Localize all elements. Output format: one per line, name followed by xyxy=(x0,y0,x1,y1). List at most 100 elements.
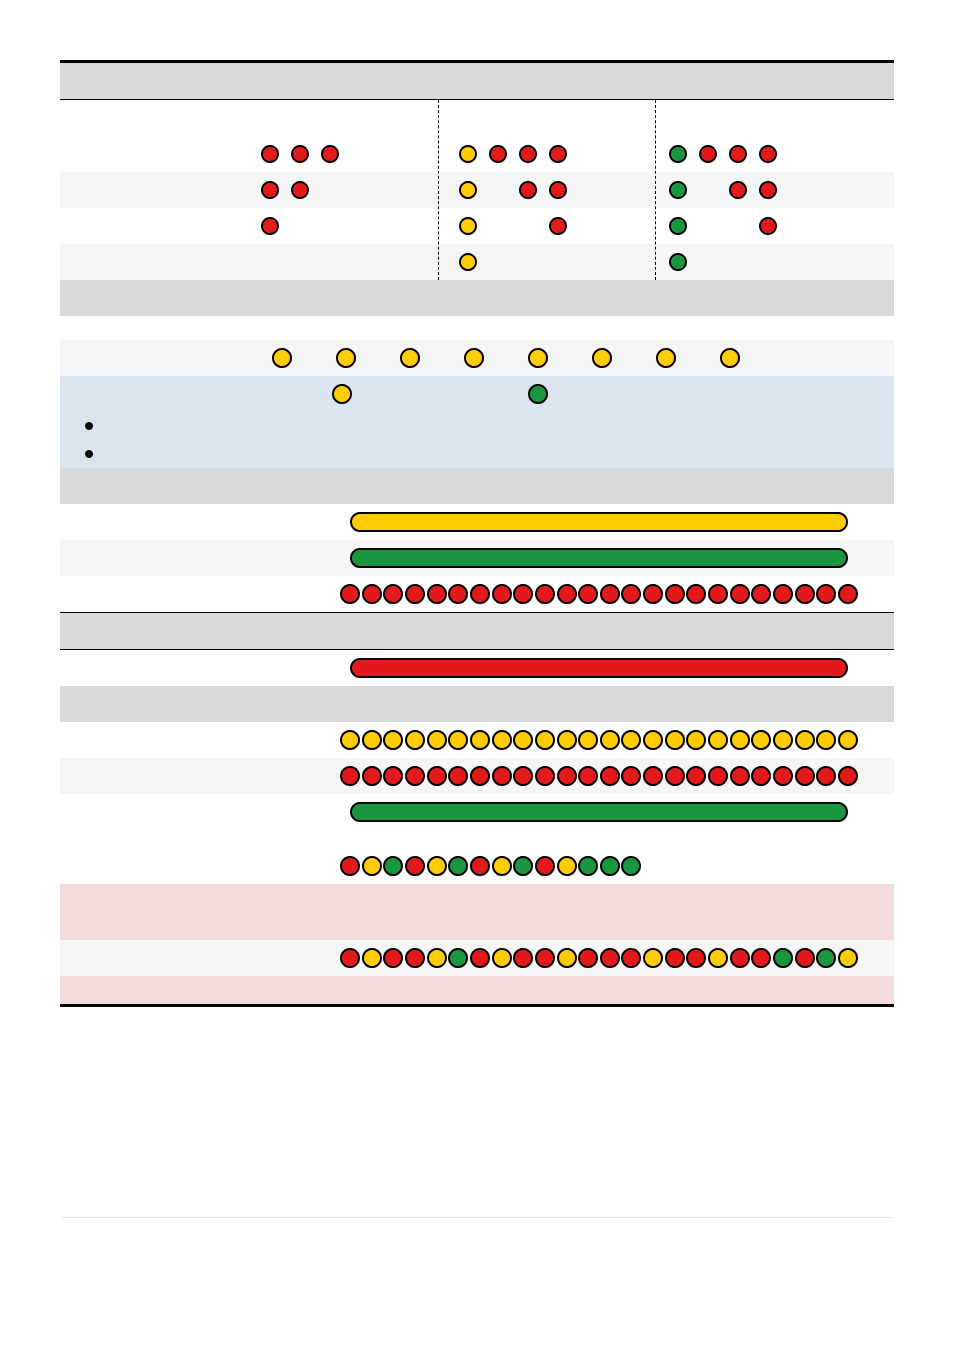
red-dot xyxy=(759,181,777,199)
red-dot xyxy=(838,584,858,604)
capsule-row-red xyxy=(60,650,894,686)
red-dots-row-1 xyxy=(60,576,894,612)
grid-divider-2 xyxy=(655,100,656,280)
red-dot xyxy=(261,217,279,235)
red-dot xyxy=(729,145,747,163)
red-dot xyxy=(519,181,537,199)
red-dot xyxy=(795,584,815,604)
red-dot xyxy=(340,856,360,876)
yellow-dot xyxy=(720,348,740,368)
red-dots-row-2 xyxy=(60,758,894,794)
yellow-dot xyxy=(492,730,512,750)
red-dot xyxy=(795,766,815,786)
green-dot xyxy=(621,856,641,876)
red-dot xyxy=(729,181,747,199)
yellow-dot xyxy=(578,730,598,750)
yellow-dot xyxy=(459,217,477,235)
tiny-gap xyxy=(60,830,894,848)
yellow-dot xyxy=(427,730,447,750)
red-dot xyxy=(600,584,620,604)
yellow-dot xyxy=(492,948,512,968)
red-dot xyxy=(557,584,577,604)
red-dot xyxy=(578,584,598,604)
yellow-dot xyxy=(708,730,728,750)
bullet-icon xyxy=(85,450,93,458)
gap-1 xyxy=(60,316,894,340)
yellow-dot xyxy=(838,730,858,750)
red-dot xyxy=(492,766,512,786)
yellow-dot xyxy=(528,348,548,368)
mixed-short-row xyxy=(60,848,894,884)
yellow-dot xyxy=(362,730,382,750)
red-dot xyxy=(549,217,567,235)
yellow-dot xyxy=(336,348,356,368)
yellow-dot xyxy=(332,384,352,404)
page xyxy=(0,0,954,1318)
red-dot xyxy=(513,584,533,604)
section-header-1 xyxy=(60,63,894,99)
cap-green-capsule xyxy=(350,802,848,822)
red-dot xyxy=(535,584,555,604)
capsule-row-green-2 xyxy=(60,794,894,830)
red-dot xyxy=(773,766,793,786)
red-dot xyxy=(291,145,309,163)
red-dot xyxy=(759,217,777,235)
grid-row-1 xyxy=(60,172,894,208)
red-dot xyxy=(383,584,403,604)
red-dot xyxy=(405,766,425,786)
red-dot xyxy=(383,766,403,786)
green-dot xyxy=(448,856,468,876)
red-dot xyxy=(621,766,641,786)
yellow-dot xyxy=(708,948,728,968)
red-dot xyxy=(557,766,577,786)
red-dot xyxy=(427,766,447,786)
green-dot xyxy=(669,145,687,163)
green-dot xyxy=(448,948,468,968)
red-dot xyxy=(405,856,425,876)
yellow-dot xyxy=(621,730,641,750)
section-header-3 xyxy=(60,468,894,504)
grid-row-2 xyxy=(60,208,894,244)
red-dot xyxy=(816,766,836,786)
cap-red-capsule xyxy=(350,658,848,678)
red-dot xyxy=(261,145,279,163)
yellow-dot xyxy=(600,730,620,750)
red-dot xyxy=(730,584,750,604)
yellow-dot xyxy=(459,253,477,271)
red-dot xyxy=(427,584,447,604)
green-dot xyxy=(773,948,793,968)
red-dot xyxy=(686,948,706,968)
green-dot xyxy=(528,384,548,404)
red-dot xyxy=(686,584,706,604)
yellow-dot xyxy=(643,948,663,968)
red-dot xyxy=(340,766,360,786)
red-dot xyxy=(665,584,685,604)
red-dot xyxy=(600,766,620,786)
red-dot xyxy=(838,766,858,786)
red-dot xyxy=(621,948,641,968)
footer-rule xyxy=(62,1217,892,1218)
yellow-dot xyxy=(557,730,577,750)
red-dot xyxy=(470,948,490,968)
red-dot xyxy=(513,948,533,968)
red-dot xyxy=(405,948,425,968)
red-dot xyxy=(708,584,728,604)
red-dot xyxy=(730,948,750,968)
red-dot xyxy=(519,145,537,163)
red-dot xyxy=(730,766,750,786)
red-dot xyxy=(578,766,598,786)
pink-spacer-2 xyxy=(60,976,894,1004)
red-dot xyxy=(513,766,533,786)
green-dot xyxy=(669,217,687,235)
yellow-dots-row xyxy=(60,340,894,376)
yellow-dot xyxy=(751,730,771,750)
yellow-dot xyxy=(816,730,836,750)
red-dot xyxy=(699,145,717,163)
capsule-row-green xyxy=(60,540,894,576)
section-header-5 xyxy=(60,686,894,722)
bullet-icon xyxy=(85,422,93,430)
red-dot xyxy=(643,584,663,604)
cap-green-capsule xyxy=(350,548,848,568)
yellow-dot xyxy=(427,856,447,876)
yellow-dot xyxy=(557,948,577,968)
